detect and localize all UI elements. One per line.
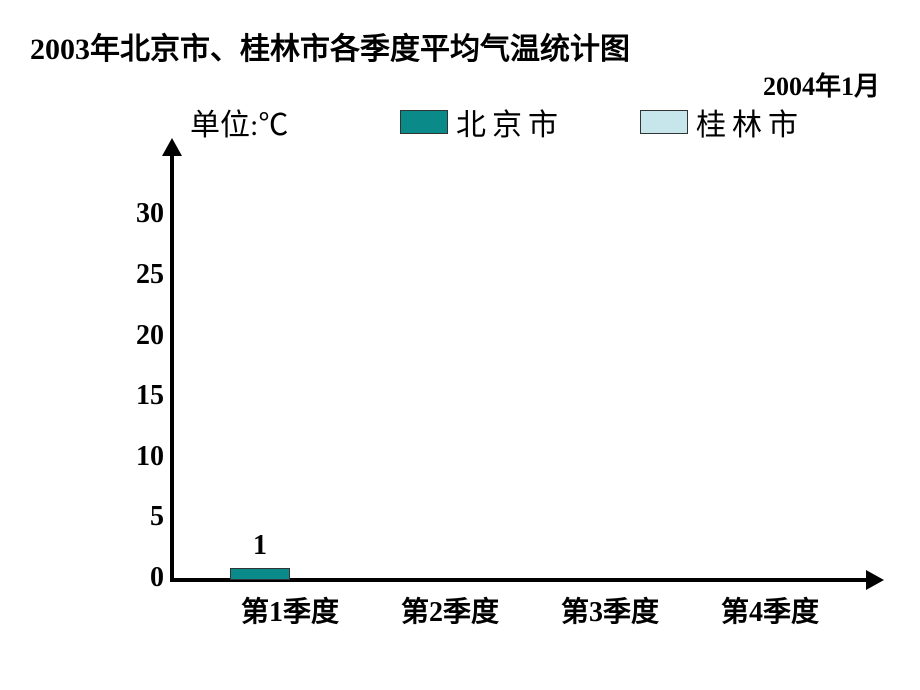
chart-area: 051015202530 第1季度第2季度第3季度第4季度 1	[140, 150, 880, 610]
x-axis-arrow-icon	[866, 570, 884, 590]
y-tick-label: 30	[104, 198, 164, 230]
y-tick-label: 5	[104, 501, 164, 533]
chart-subtitle: 2004年1月	[763, 66, 880, 103]
x-tick-label: 第1季度	[241, 590, 339, 630]
y-tick-label: 15	[104, 380, 164, 412]
unit-label: 单位:℃	[190, 100, 288, 144]
legend-swatch-beijing	[400, 110, 448, 134]
chart-title: 2003年北京市、桂林市各季度平均气温统计图	[30, 24, 630, 68]
y-tick-label: 20	[104, 320, 164, 352]
x-tick-label: 第2季度	[401, 590, 499, 630]
y-axis	[170, 150, 174, 580]
y-axis-arrow-icon	[162, 138, 182, 156]
legend-swatch-guilin	[640, 110, 688, 134]
x-tick-label: 第3季度	[561, 590, 659, 630]
legend-item-beijing: 北京市	[400, 100, 564, 144]
x-tick-label: 第4季度	[721, 590, 819, 630]
y-tick-label: 10	[104, 441, 164, 473]
legend-item-guilin: 桂林市	[640, 100, 804, 144]
y-tick-label: 0	[104, 562, 164, 594]
bar-value-label: 1	[253, 530, 267, 562]
y-tick-label: 25	[104, 259, 164, 291]
legend-label-beijing: 北京市	[456, 100, 564, 144]
legend-label-guilin: 桂林市	[696, 100, 804, 144]
bar	[230, 568, 290, 580]
